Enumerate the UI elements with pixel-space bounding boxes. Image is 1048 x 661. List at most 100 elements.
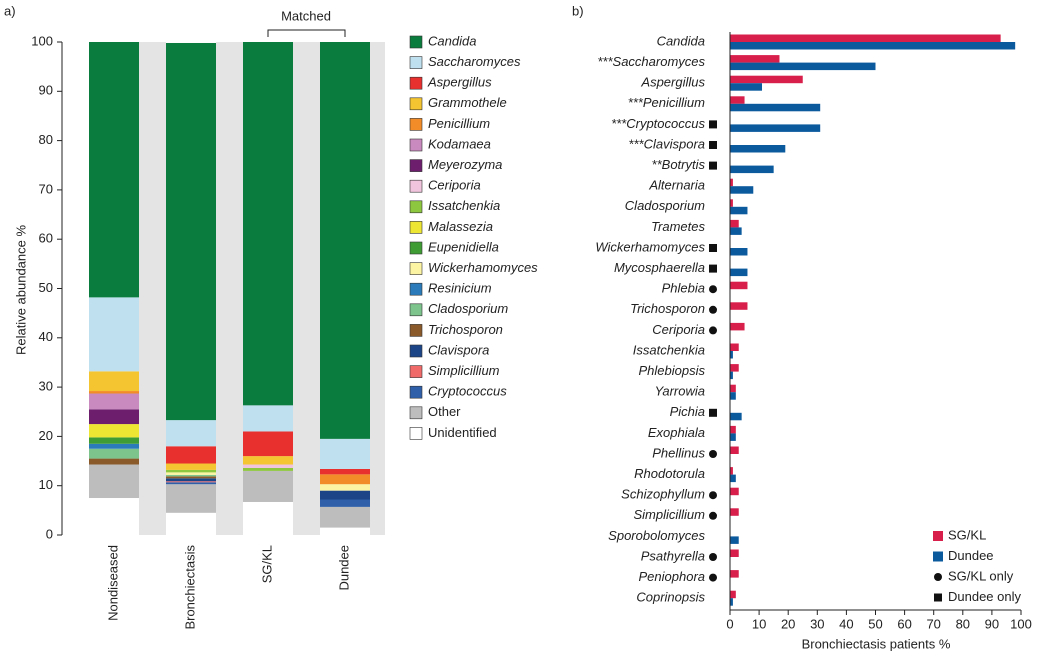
- x-tick-label: 60: [897, 616, 911, 631]
- category-label: Aspergillus: [640, 75, 705, 90]
- category-label: Psathyrella: [641, 548, 705, 563]
- legend-label: Resinicium: [428, 281, 492, 296]
- x-tick-label: Dundee: [336, 545, 351, 591]
- bar-segment: [320, 527, 370, 535]
- bar-segment: [166, 512, 216, 535]
- bar: [730, 487, 739, 496]
- bar-segment: [166, 446, 216, 464]
- bar-segment: [320, 468, 370, 475]
- bar: [730, 322, 745, 331]
- x-tick-label: 50: [868, 616, 882, 631]
- bar-segment: [166, 463, 216, 470]
- category-label: Peniophora: [639, 569, 706, 584]
- bar: [730, 351, 733, 359]
- category-label: Simplicillium: [633, 507, 705, 522]
- bar: [730, 392, 736, 400]
- category-label: Phellinus: [652, 445, 705, 460]
- y-tick-label: 30: [39, 379, 53, 394]
- gap-band: [139, 42, 166, 535]
- bar: [730, 34, 1001, 42]
- bar-segment: [89, 409, 139, 425]
- legend-label: Aspergillus: [427, 75, 492, 90]
- only-marker: [709, 573, 717, 582]
- bar-segment: [320, 438, 370, 469]
- gap-band: [370, 42, 385, 535]
- bar: [730, 42, 1016, 50]
- bar: [730, 508, 739, 516]
- bar-segment: [89, 371, 139, 392]
- bar-segment: [89, 297, 139, 372]
- bar: [730, 227, 742, 235]
- legend-label: Eupenidiella: [428, 239, 499, 254]
- bar-segment: [320, 490, 370, 500]
- legend-label: Candida: [428, 33, 476, 48]
- legend-swatch: [409, 221, 423, 234]
- bar: [730, 549, 739, 557]
- bar: [730, 55, 780, 63]
- bar-segment: [166, 42, 216, 421]
- legend-swatch: [409, 97, 423, 111]
- legend-swatch: [409, 159, 423, 172]
- x-tick-label: 0: [726, 616, 733, 631]
- only-marker: [709, 450, 717, 458]
- bar: [730, 248, 748, 256]
- bar-segment: [166, 472, 216, 475]
- bar: [730, 83, 763, 91]
- bar: [730, 281, 748, 290]
- legend-label: Kodamaea: [428, 136, 491, 151]
- bar-segment: [166, 469, 216, 473]
- legend-swatch: [409, 76, 423, 90]
- bar-segment: [89, 443, 139, 449]
- only-marker: [709, 491, 717, 500]
- category-label: Phlebiopsis: [639, 363, 706, 378]
- bar: [730, 536, 739, 544]
- bar-segment: [320, 474, 370, 485]
- category-label: ***Cryptococcus: [611, 116, 705, 131]
- category-label: Wickerhamomyces: [595, 239, 705, 254]
- category-label: Rhodotorula: [634, 466, 705, 481]
- category-label: Coprinopsis: [636, 590, 705, 605]
- only-marker: [709, 408, 717, 417]
- legend-swatch: [409, 179, 423, 193]
- legend-swatch: [409, 118, 423, 131]
- x-tick-label: 30: [810, 616, 824, 631]
- legend-swatch: [409, 262, 423, 275]
- legend-swatch: [409, 406, 423, 420]
- legend-label: Simplicillium: [428, 363, 500, 378]
- legend-swatch: [409, 365, 423, 378]
- bar-segment: [243, 405, 293, 432]
- legend-label: Penicillium: [428, 116, 490, 131]
- bar-segment: [166, 476, 216, 479]
- bar-segment: [320, 484, 370, 491]
- bar: [730, 124, 821, 132]
- legend-label: Unidentified: [428, 425, 497, 440]
- y-tick-label: 90: [39, 83, 53, 98]
- bar: [730, 75, 803, 84]
- legend-marker: [934, 593, 942, 602]
- bracket: [267, 29, 346, 37]
- legend-label: Clavispora: [428, 342, 489, 357]
- category-label: Sporobolomyces: [608, 528, 705, 543]
- only-marker: [709, 511, 717, 520]
- x-tick-label: 100: [1010, 616, 1032, 631]
- legend-swatch: [409, 324, 423, 337]
- x-tick-label: SG/KL: [259, 545, 274, 583]
- bar: [730, 364, 739, 372]
- x-tick-label: 70: [926, 616, 940, 631]
- category-label: ***Clavispora: [628, 136, 705, 151]
- bar: [730, 165, 774, 174]
- legend-label: Wickerhamomyces: [428, 260, 538, 275]
- x-tick-label: Bronchiectasis: [182, 545, 197, 630]
- bar: [730, 343, 739, 351]
- bar-segment: [89, 391, 139, 394]
- legend-swatch: [409, 385, 423, 399]
- y-tick-label: 100: [31, 33, 53, 48]
- legend-swatch: [409, 200, 423, 214]
- only-marker: [709, 264, 717, 273]
- category-label: Trichosporon: [630, 301, 705, 316]
- legend-label: Trichosporon: [428, 322, 503, 337]
- bar: [730, 103, 821, 112]
- bar-segment: [166, 420, 216, 447]
- category-label: Cladosporium: [625, 198, 705, 213]
